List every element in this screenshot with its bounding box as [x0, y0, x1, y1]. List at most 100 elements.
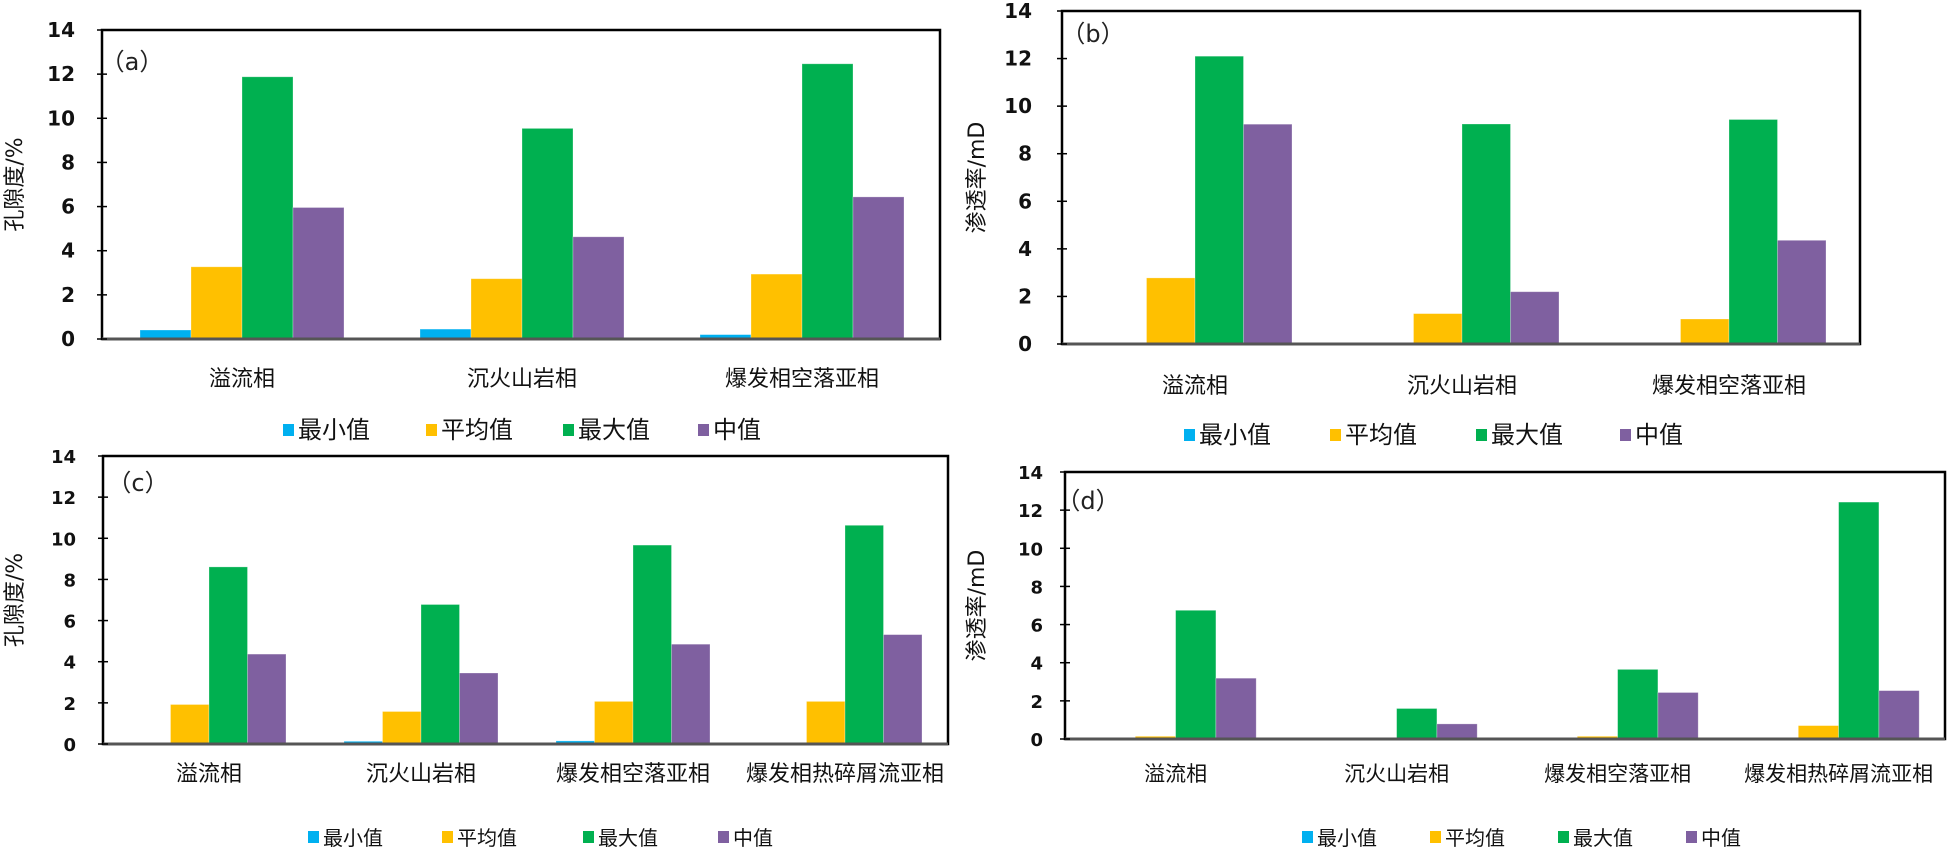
- bar-c-3-1: [459, 672, 499, 745]
- bar-d-3-2: [1657, 692, 1699, 740]
- y-tick-label: 4: [61, 239, 75, 263]
- legend-label: 中值: [713, 416, 761, 444]
- y-tick-label: 0: [61, 327, 75, 351]
- bar-d-2-3: [1838, 501, 1880, 740]
- legend-item: 平均值: [426, 416, 513, 444]
- bar-c-3-0: [247, 653, 287, 745]
- legend-swatch: [308, 831, 319, 843]
- bar-b-3-2: [1777, 239, 1827, 345]
- y-tick-label: 10: [1018, 539, 1043, 560]
- category-label: 爆发相空落亚相: [1544, 762, 1691, 786]
- legend-item: 最大值: [563, 416, 650, 444]
- panel-label: （c）: [107, 469, 168, 497]
- y-tick-label: 4: [63, 653, 76, 674]
- category-label: 爆发相空落亚相: [556, 762, 710, 787]
- bar-a-2-0: [241, 76, 294, 340]
- legend-swatch: [1476, 429, 1487, 441]
- y-axis-title: 渗透率/mD: [965, 122, 990, 234]
- bar-b-1-2: [1680, 318, 1730, 345]
- bar-c-2-1: [420, 604, 460, 745]
- legend: 最小值 平均值 最大值 中值: [1184, 421, 1683, 449]
- y-tick-label: 14: [47, 18, 75, 42]
- chart-panel-d: 0 2 4 6 8 10 12 14 渗透率/mD （d） 溢流相 沉火山岩相 爆发相空落亚相 爆发相热碎…: [965, 463, 1947, 850]
- legend-swatch: [1184, 429, 1195, 441]
- legend-swatch: [563, 424, 574, 436]
- bar-b-3-0: [1243, 123, 1293, 345]
- legend-swatch: [698, 424, 709, 436]
- bar-a-2-2: [801, 63, 854, 340]
- bar-d-1-3: [1797, 725, 1840, 740]
- category-label: 溢流相: [176, 762, 242, 787]
- legend-label: 中值: [733, 826, 773, 850]
- legend-item: 平均值: [442, 826, 517, 850]
- y-axis-title: 孔隙度/%: [3, 553, 28, 647]
- bar-b-2-0: [1194, 55, 1244, 345]
- legend-swatch: [1686, 831, 1697, 843]
- legend-label: 最小值: [1199, 421, 1271, 449]
- y-tick-label: 14: [1018, 463, 1043, 484]
- y-tick-label: 2: [63, 694, 76, 715]
- legend: 最小值 平均值 最大值 中值: [308, 826, 773, 850]
- category-label: 爆发相空落亚相: [1652, 374, 1806, 399]
- bar-a-2-1: [521, 127, 574, 340]
- bar-d-3-1: [1436, 723, 1478, 740]
- legend-label: 中值: [1635, 421, 1683, 449]
- y-tick-label: 12: [47, 62, 75, 86]
- y-tick-label: 10: [1004, 94, 1032, 118]
- bar-a-1-0: [190, 266, 243, 340]
- bar-c-1-2: [594, 701, 634, 745]
- legend-label: 最大值: [578, 416, 650, 444]
- legend-item: 中值: [718, 826, 773, 850]
- y-tick-label: 6: [1030, 616, 1043, 637]
- legend: 最小值 平均值 最大值 中值: [1302, 826, 1741, 850]
- legend-swatch: [1620, 429, 1631, 441]
- bar-d-3-0: [1215, 677, 1257, 740]
- y-tick-label: 4: [1018, 237, 1032, 261]
- legend-swatch: [283, 424, 294, 436]
- y-tick-label: 0: [63, 735, 76, 756]
- legend-label: 最小值: [323, 826, 383, 850]
- legend-swatch: [1430, 831, 1441, 843]
- y-tick-label: 8: [63, 570, 76, 591]
- legend-label: 平均值: [457, 826, 517, 850]
- y-tick-label: 12: [51, 488, 76, 509]
- bar-d-2-1: [1396, 708, 1438, 740]
- legend-item: 最小值: [283, 416, 370, 444]
- y-tick-label: 6: [1018, 189, 1032, 213]
- category-label: 沉火山岩相: [467, 367, 577, 392]
- panel-label: （d）: [1056, 487, 1119, 515]
- legend: 最小值 平均值 最大值 中值: [283, 416, 761, 444]
- y-tick-label: 6: [61, 195, 75, 219]
- y-tick-label: 8: [1030, 577, 1043, 598]
- legend-label: 最大值: [1573, 826, 1633, 850]
- legend-label: 最小值: [1317, 826, 1377, 850]
- category-label: 沉火山岩相: [1344, 762, 1449, 786]
- y-tick-label: 2: [61, 283, 75, 307]
- legend-item: 中值: [1620, 421, 1683, 449]
- bar-a-3-1: [572, 236, 625, 340]
- legend-swatch: [442, 831, 453, 843]
- y-tick-label: 2: [1018, 284, 1032, 308]
- legend-swatch: [1558, 831, 1569, 843]
- chart-panel-c: 0 2 4 6 8 10 12 14 孔隙度/% （c） 溢流相 沉火山岩相 爆发相空落亚相 爆发相热碎屑…: [3, 447, 950, 850]
- category-label: 溢流相: [1144, 762, 1207, 786]
- y-tick-label: 6: [63, 612, 76, 633]
- bar-c-1-3: [806, 701, 846, 745]
- legend-swatch: [1302, 831, 1313, 843]
- y-tick-label: 0: [1018, 332, 1032, 356]
- y-tick-label: 10: [47, 106, 75, 130]
- bar-b-1-1: [1413, 313, 1463, 345]
- panel-label: （a）: [101, 48, 164, 76]
- bar-c-1-0: [170, 704, 210, 745]
- bar-d-3-3: [1878, 690, 1920, 740]
- legend-label: 平均值: [441, 416, 513, 444]
- bar-c-2-0: [208, 566, 248, 745]
- legend-item: 平均值: [1430, 826, 1505, 850]
- legend-label: 中值: [1701, 826, 1741, 850]
- y-tick-label: 2: [1030, 692, 1043, 713]
- category-label: 爆发相热碎屑流亚相: [746, 762, 944, 787]
- legend-label: 最小值: [298, 416, 370, 444]
- category-label: 沉火山岩相: [1407, 374, 1517, 399]
